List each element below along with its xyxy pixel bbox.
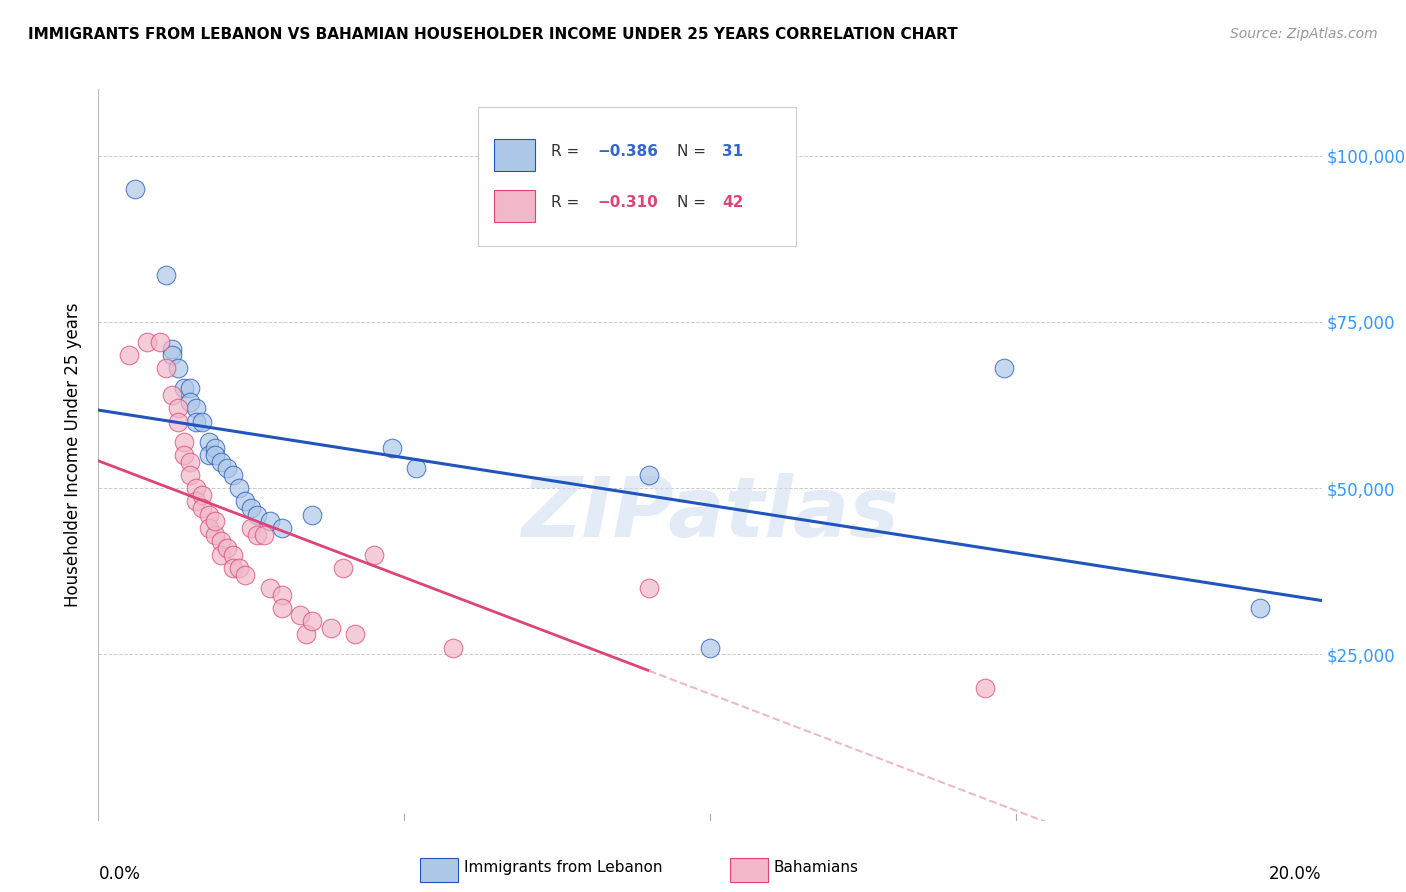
Point xyxy=(204,448,226,462)
Point xyxy=(179,454,201,468)
Text: ZIPatlas: ZIPatlas xyxy=(522,473,898,554)
Point xyxy=(974,681,997,695)
Point xyxy=(699,640,721,655)
Point xyxy=(332,561,354,575)
Text: 31: 31 xyxy=(723,144,744,159)
Point xyxy=(246,508,269,522)
Point xyxy=(381,442,404,456)
Point xyxy=(179,467,201,482)
FancyBboxPatch shape xyxy=(494,139,536,171)
Point xyxy=(233,567,256,582)
Point xyxy=(179,381,201,395)
Text: Bahamians: Bahamians xyxy=(773,861,858,875)
Point xyxy=(270,521,292,535)
Text: 20.0%: 20.0% xyxy=(1270,864,1322,882)
Point xyxy=(1249,600,1271,615)
Y-axis label: Householder Income Under 25 years: Householder Income Under 25 years xyxy=(65,302,83,607)
Point xyxy=(209,548,232,562)
Point xyxy=(124,182,146,196)
Point xyxy=(215,461,238,475)
Point xyxy=(259,515,281,529)
Point xyxy=(186,401,208,416)
Point xyxy=(993,361,1015,376)
Point xyxy=(173,381,195,395)
Point xyxy=(240,521,263,535)
Point xyxy=(209,534,232,549)
Text: −0.386: −0.386 xyxy=(598,144,658,159)
Point xyxy=(319,621,342,635)
Text: Immigrants from Lebanon: Immigrants from Lebanon xyxy=(464,861,662,875)
Text: R =: R = xyxy=(551,144,583,159)
Text: R =: R = xyxy=(551,195,583,211)
Point xyxy=(197,434,219,449)
Point xyxy=(136,334,159,349)
Point xyxy=(191,415,214,429)
Point xyxy=(197,508,219,522)
Point xyxy=(191,488,214,502)
FancyBboxPatch shape xyxy=(494,190,536,222)
Point xyxy=(149,334,172,349)
Text: N =: N = xyxy=(678,144,711,159)
Point xyxy=(204,527,226,541)
Point xyxy=(204,442,226,456)
Point xyxy=(155,361,177,376)
Point xyxy=(160,348,183,362)
Text: −0.310: −0.310 xyxy=(598,195,658,211)
Point xyxy=(301,508,323,522)
Point xyxy=(155,268,177,283)
Point xyxy=(204,515,226,529)
Point xyxy=(118,348,141,362)
Point xyxy=(167,401,190,416)
Point xyxy=(344,627,367,641)
Point xyxy=(222,548,245,562)
Point xyxy=(215,541,238,555)
Point xyxy=(259,581,281,595)
Text: IMMIGRANTS FROM LEBANON VS BAHAMIAN HOUSEHOLDER INCOME UNDER 25 YEARS CORRELATIO: IMMIGRANTS FROM LEBANON VS BAHAMIAN HOUS… xyxy=(28,27,957,42)
Text: 42: 42 xyxy=(723,195,744,211)
FancyBboxPatch shape xyxy=(478,108,796,246)
Point xyxy=(160,388,183,402)
Point xyxy=(173,448,195,462)
Point xyxy=(405,461,427,475)
Point xyxy=(240,501,263,516)
Point xyxy=(191,501,214,516)
Point xyxy=(363,548,385,562)
Point xyxy=(295,627,318,641)
Point xyxy=(186,415,208,429)
Point xyxy=(228,561,250,575)
Text: Source: ZipAtlas.com: Source: ZipAtlas.com xyxy=(1230,27,1378,41)
Point xyxy=(637,581,661,595)
Point xyxy=(197,448,219,462)
Point xyxy=(167,415,190,429)
Point xyxy=(301,614,323,628)
Point xyxy=(197,521,219,535)
Point xyxy=(186,494,208,508)
Point xyxy=(209,454,232,468)
Point xyxy=(167,361,190,376)
Text: N =: N = xyxy=(678,195,711,211)
Text: 0.0%: 0.0% xyxy=(98,864,141,882)
Point xyxy=(186,481,208,495)
Point xyxy=(270,600,292,615)
Point xyxy=(233,494,256,508)
Point xyxy=(246,527,269,541)
Point xyxy=(270,588,292,602)
Point xyxy=(290,607,312,622)
Point xyxy=(228,481,250,495)
Point xyxy=(441,640,464,655)
Point xyxy=(160,342,183,356)
Point xyxy=(222,467,245,482)
Point xyxy=(252,527,274,541)
Point xyxy=(179,394,201,409)
Point xyxy=(173,434,195,449)
Point xyxy=(222,561,245,575)
Point xyxy=(637,467,661,482)
